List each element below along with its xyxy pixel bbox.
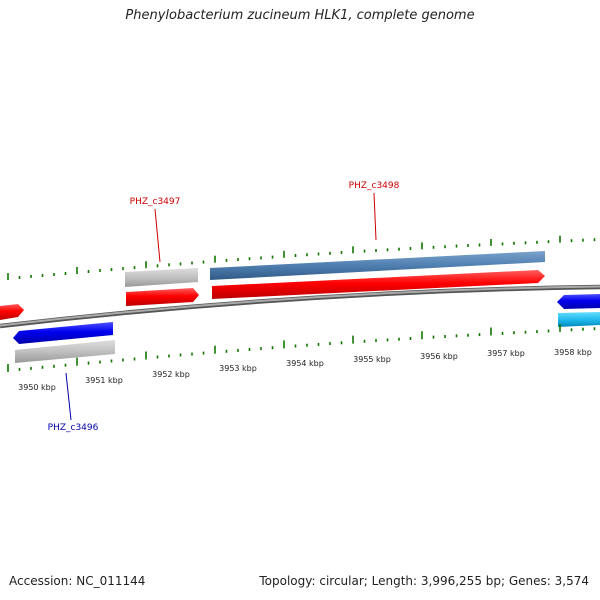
reverse-cds-right-edge[interactable] [557,294,600,309]
scale-label: 3950 kbp [18,383,56,392]
callout-line-3496 [65,372,72,421]
reverse-cds-3496[interactable] [13,322,113,344]
scale-label: 3951 kbp [85,376,123,385]
forward-cds-left-edge[interactable] [0,304,24,320]
genome-stats-text: Topology: circular; Length: 3,996,255 bp… [259,574,589,588]
rna-feature[interactable] [210,251,545,280]
genome-backbone-highlight [0,285,600,327]
callout-line-3497 [154,208,161,263]
forward-cds-3498[interactable] [212,270,545,299]
scale-label: 3953 kbp [219,364,257,373]
gc-skew-lower-track [7,323,596,372]
scale-label: 3954 kbp [286,359,324,368]
pseudogene-upper-feature[interactable] [125,268,198,287]
scale-axis: 3950 kbp 3951 kbp 3952 kbp 3953 kbp 3954 kbp… [18,348,592,392]
gene-label-3497[interactable]: PHZ_c3497 [130,197,181,207]
scale-label: 3955 kbp [353,355,391,364]
scale-label: 3958 kbp [554,348,592,357]
scale-label: 3952 kbp [152,370,190,379]
gene-label-3498[interactable]: PHZ_c3498 [349,181,400,191]
callout-line-3498 [373,192,377,241]
pseudogene-lower-feature[interactable] [15,340,115,363]
forward-cds-3497[interactable] [126,288,199,306]
scale-label: 3957 kbp [487,349,525,358]
gene-label-3496[interactable]: PHZ_c3496 [48,423,99,433]
scale-label: 3956 kbp [420,352,458,361]
map-title: Phenylobacterium zucineum HLK1, complete… [125,8,475,23]
accession-text: Accession: NC_011144 [9,574,146,588]
gc-skew-upper-track [7,235,596,280]
light-blue-feature[interactable] [558,312,600,327]
